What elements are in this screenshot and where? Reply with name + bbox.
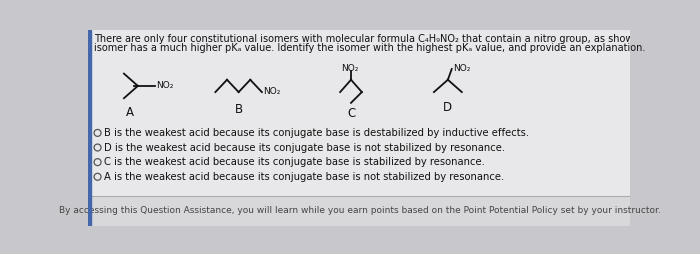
Text: C is the weakest acid because its conjugate base is stabilized by resonance.: C is the weakest acid because its conjug… xyxy=(104,157,485,167)
Text: NO₂: NO₂ xyxy=(341,64,358,73)
Bar xyxy=(90,30,630,196)
Text: isomer has a much higher pKₐ value. Identify the isomer with the highest pKₐ val: isomer has a much higher pKₐ value. Iden… xyxy=(94,43,646,53)
Text: There are only four constitutional isomers with molecular formula C₄H₉NO₂ that c: There are only four constitutional isome… xyxy=(94,34,700,44)
Text: C: C xyxy=(347,107,355,120)
Bar xyxy=(88,30,90,226)
Text: D: D xyxy=(443,101,452,114)
Text: NO₂: NO₂ xyxy=(454,64,470,73)
Text: By accessing this Question Assistance, you will learn while you earn points base: By accessing this Question Assistance, y… xyxy=(60,206,662,215)
Text: B: B xyxy=(234,103,243,116)
Text: A: A xyxy=(126,106,134,119)
Text: B is the weakest acid because its conjugate base is destabilized by inductive ef: B is the weakest acid because its conjug… xyxy=(104,128,529,138)
Text: NO₂: NO₂ xyxy=(263,87,281,96)
Text: NO₂: NO₂ xyxy=(155,81,173,90)
Bar xyxy=(90,196,630,226)
Text: D is the weakest acid because its conjugate base is not stabilized by resonance.: D is the weakest acid because its conjug… xyxy=(104,142,505,152)
Text: A is the weakest acid because its conjugate base is not stabilized by resonance.: A is the weakest acid because its conjug… xyxy=(104,172,505,182)
